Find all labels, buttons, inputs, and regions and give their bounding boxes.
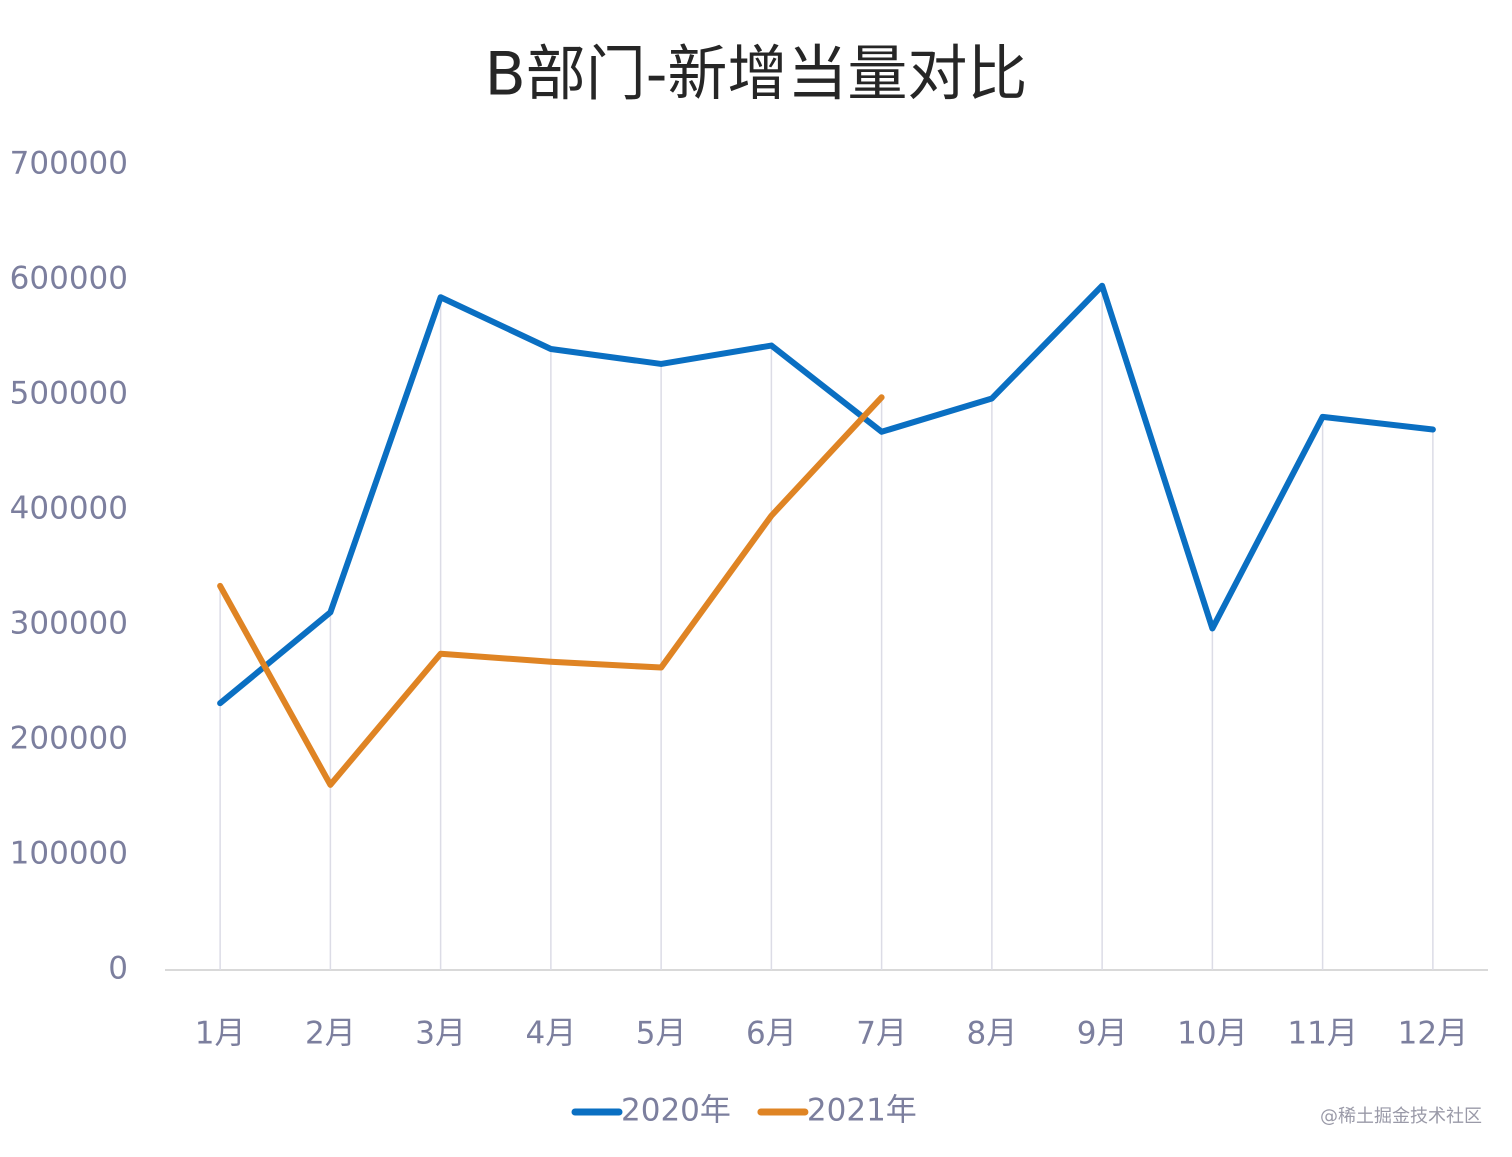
x-tick-label: 5月 <box>636 1016 687 1052</box>
x-tick-label: 9月 <box>1077 1016 1128 1052</box>
x-tick-label: 3月 <box>415 1016 466 1052</box>
x-tick-label: 8月 <box>967 1016 1018 1052</box>
y-tick-label: 500000 <box>10 376 128 412</box>
x-tick-label: 6月 <box>746 1016 797 1052</box>
y-tick-label: 400000 <box>10 491 128 527</box>
x-tick-label: 4月 <box>526 1016 577 1052</box>
x-tick-label: 11月 <box>1287 1016 1357 1052</box>
y-tick-label: 300000 <box>10 606 128 642</box>
x-tick-label: 10月 <box>1177 1016 1247 1052</box>
series-line <box>217 282 1436 707</box>
y-tick-label: 0 <box>108 951 128 987</box>
y-tick-label: 100000 <box>10 836 128 872</box>
y-tick-label: 200000 <box>10 721 128 757</box>
x-tick-label: 7月 <box>856 1016 907 1052</box>
x-tick-label: 1月 <box>195 1016 246 1052</box>
x-tick-label: 2月 <box>305 1016 356 1052</box>
series-line <box>217 394 885 788</box>
legend-label: 2021年 <box>807 1093 917 1129</box>
legend-label: 2020年 <box>621 1093 731 1129</box>
y-tick-label: 700000 <box>10 146 128 182</box>
chart-title: B部门-新增当量对比 <box>485 40 1028 110</box>
x-tick-label: 12月 <box>1398 1016 1468 1052</box>
watermark: @稀土掘金技术社区 <box>1320 1106 1482 1127</box>
y-tick-label: 600000 <box>10 261 128 297</box>
